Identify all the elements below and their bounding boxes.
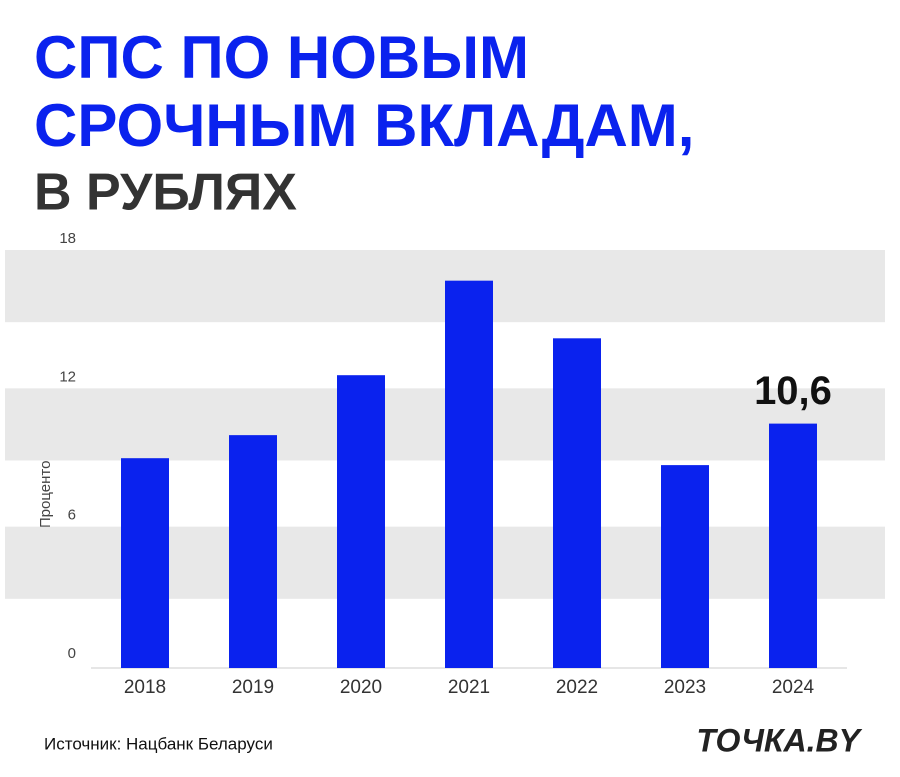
x-tick-label: 2019 xyxy=(232,677,274,698)
logo: ТОЧКА.BY xyxy=(696,722,862,758)
y-tick-label: 18 xyxy=(59,230,76,247)
x-tick-label: 2024 xyxy=(772,677,815,698)
bar xyxy=(445,280,493,668)
bar xyxy=(337,375,385,668)
x-tick-label: 2021 xyxy=(448,677,490,698)
source: Источник: Нацбанк Беларуси xyxy=(44,734,273,753)
chart-subtitle: В РУБЛЯХ xyxy=(34,164,297,222)
x-tick-label: 2020 xyxy=(340,677,382,698)
value-label: 10,6 xyxy=(754,369,832,413)
bar xyxy=(229,435,277,668)
x-tick-label: 2018 xyxy=(124,677,166,698)
x-tick-label: 2023 xyxy=(664,677,706,698)
bar xyxy=(553,338,601,668)
chart-title: СПС ПО НОВЫМ xyxy=(34,24,529,91)
bar xyxy=(769,423,817,668)
x-tick-label: 2022 xyxy=(556,677,598,698)
bar xyxy=(661,465,709,668)
y-tick-label: 12 xyxy=(59,368,76,385)
chart-title: СРОЧНЫМ ВКЛАДАМ, xyxy=(34,92,694,159)
bar xyxy=(121,458,169,668)
y-tick-label: 0 xyxy=(68,645,76,662)
y-tick-label: 6 xyxy=(68,507,76,524)
